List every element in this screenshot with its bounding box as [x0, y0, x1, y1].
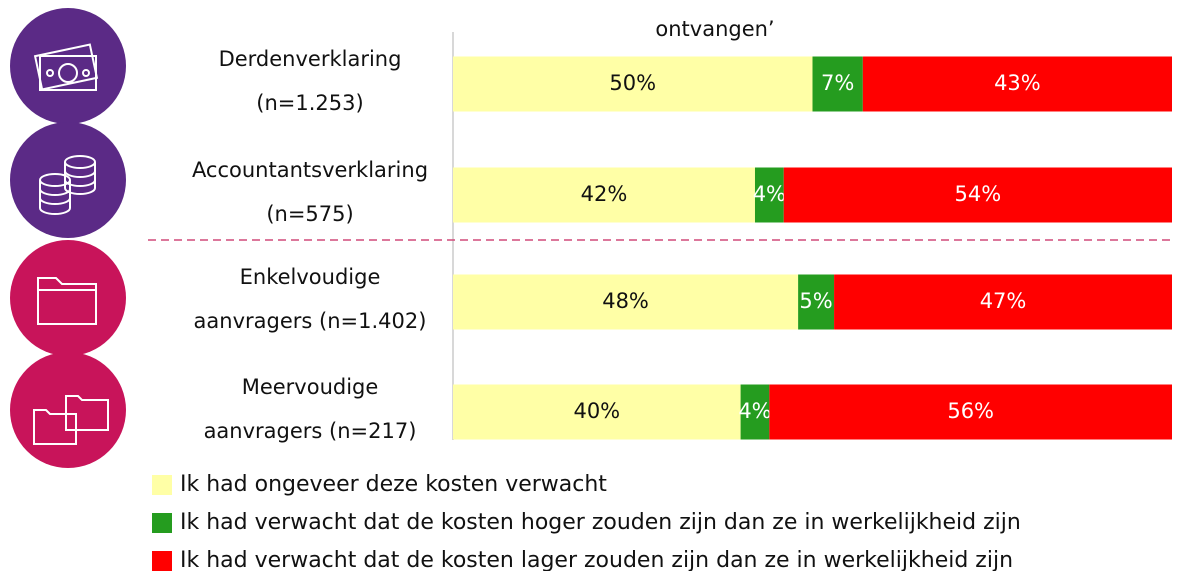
- legend-label: Ik had verwacht dat de kosten hoger zoud…: [180, 510, 1021, 535]
- value-label: 54%: [955, 182, 1002, 206]
- chart-title: ontvangen’: [655, 17, 774, 41]
- value-label: 42%: [581, 182, 628, 206]
- bar-segment: [798, 274, 835, 330]
- icon-circle: [10, 8, 126, 124]
- category-label: Derdenverklaring: [219, 47, 402, 71]
- value-label: 47%: [980, 289, 1027, 313]
- bar-segment: [453, 384, 741, 440]
- value-label: 40%: [573, 399, 620, 423]
- bar-segment: [812, 56, 863, 112]
- category-label: Accountantsverklaring: [192, 158, 428, 182]
- bar-segment: [783, 167, 1172, 223]
- coins-icon: [39, 155, 96, 215]
- bar-segment: [453, 56, 813, 112]
- category-label: Meervoudige: [242, 375, 379, 399]
- value-label: 4%: [753, 182, 786, 206]
- legend-label: Ik had verwacht dat de kosten lager zoud…: [180, 548, 1013, 571]
- icon-circle: [10, 240, 126, 356]
- legend-swatch: [152, 475, 172, 495]
- legend-label: Ik had ongeveer deze kosten verwacht: [180, 472, 607, 497]
- value-label: 5%: [799, 289, 832, 313]
- bar-segment: [769, 384, 1172, 440]
- category-label: aanvragers (n=217): [204, 419, 417, 443]
- legend-swatch: [152, 551, 172, 571]
- icon-circle: [10, 122, 126, 238]
- money-icon: [33, 43, 99, 91]
- value-label: 43%: [994, 71, 1041, 95]
- legend-swatch: [152, 513, 172, 533]
- folders-icon: [33, 395, 109, 445]
- icons: [10, 8, 126, 468]
- category-label: Enkelvoudige: [240, 265, 381, 289]
- value-label: 4%: [738, 399, 771, 423]
- category-label: aanvragers (n=1.402): [194, 309, 427, 333]
- value-label: 56%: [947, 399, 994, 423]
- bar-segment: [834, 274, 1172, 330]
- value-label: 50%: [609, 71, 656, 95]
- category-label: (n=1.253): [256, 91, 363, 115]
- value-label: 7%: [821, 71, 854, 95]
- icon-circle: [10, 352, 126, 468]
- value-label: 48%: [602, 289, 649, 313]
- bar-segment: [754, 167, 784, 223]
- bar-segment: [862, 56, 1172, 112]
- category-label: (n=575): [266, 202, 353, 226]
- folder-icon: [37, 277, 97, 325]
- bar-segment: [453, 167, 755, 223]
- bar-segment: [740, 384, 770, 440]
- bar-segment: [453, 274, 799, 330]
